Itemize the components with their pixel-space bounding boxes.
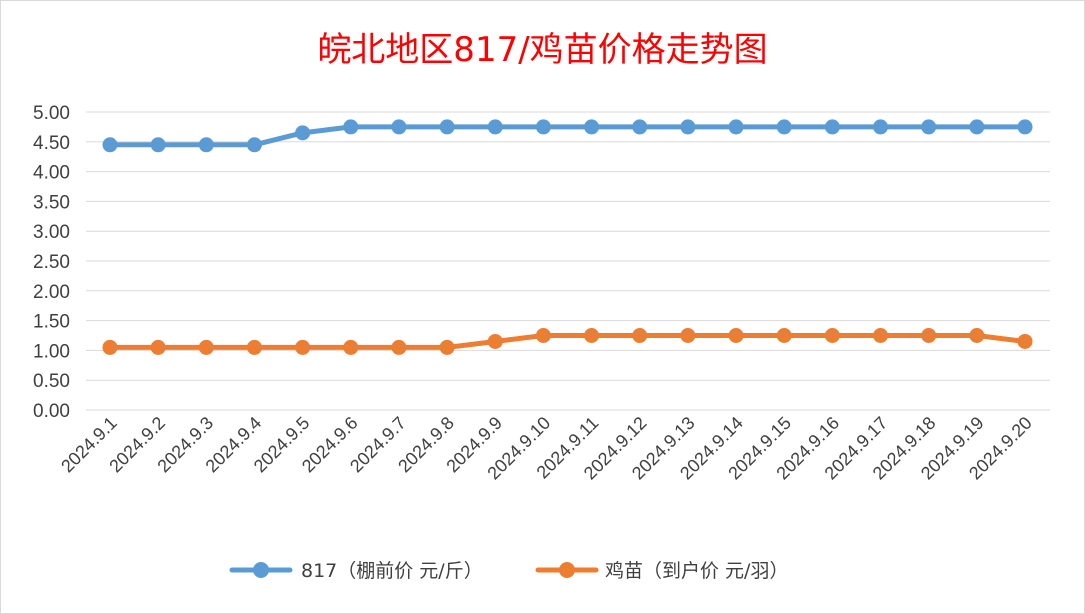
data-point: [246, 339, 262, 355]
data-point: [487, 119, 503, 135]
data-point: [728, 328, 744, 343]
data-point: [102, 137, 118, 153]
legend-marker-1: [253, 562, 269, 578]
y-tick-label: 5.00: [33, 103, 70, 124]
data-point: [295, 125, 311, 141]
y-tick-label: 0.00: [33, 401, 70, 422]
series-line-1: [107, 124, 1028, 148]
y-tick-label: 0.50: [33, 371, 70, 392]
legend-label-1: 817（棚前价 元/斤）: [301, 560, 483, 582]
y-tick-label: 4.00: [33, 163, 70, 184]
data-point: [439, 339, 455, 355]
data-point: [921, 119, 937, 135]
data-point: [150, 137, 166, 153]
data-point: [584, 119, 600, 135]
data-point: [680, 119, 696, 135]
data-point: [776, 119, 792, 135]
legend-marker-2: [559, 562, 575, 578]
data-point: [873, 328, 889, 343]
data-point: [391, 339, 407, 355]
data-point: [343, 339, 359, 355]
y-tick-label: 2.50: [33, 252, 70, 273]
data-point: [969, 119, 985, 135]
data-point: [824, 119, 840, 135]
data-point: [873, 119, 889, 135]
data-point: [680, 328, 696, 343]
data-point: [584, 328, 600, 343]
data-point: [728, 119, 744, 135]
series-line-2: [107, 333, 1028, 350]
y-tick-label: 3.00: [33, 222, 70, 243]
data-point: [632, 119, 648, 135]
y-tick-label: 2.00: [33, 282, 70, 303]
y-tick-label: 3.50: [33, 192, 70, 213]
data-point: [150, 339, 166, 355]
data-point: [824, 328, 840, 343]
data-point: [391, 119, 407, 135]
data-point: [198, 339, 214, 355]
data-point: [246, 137, 262, 153]
data-point: [295, 339, 311, 355]
data-point: [102, 339, 118, 355]
y-tick-label: 1.50: [33, 312, 70, 333]
data-point: [1017, 119, 1033, 135]
data-point: [1017, 333, 1033, 349]
data-point: [632, 328, 648, 343]
data-point: [969, 328, 985, 343]
data-point: [439, 119, 455, 135]
data-point: [535, 119, 551, 135]
data-point: [776, 328, 792, 343]
data-point: [535, 328, 551, 343]
legend-label-2: 鸡苗（到户价 元/羽）: [605, 560, 788, 582]
data-point: [921, 328, 937, 343]
data-point: [198, 137, 214, 153]
chart-title: 皖北地区817/鸡苗价格走势图: [317, 30, 768, 70]
y-tick-label: 1.00: [33, 341, 70, 362]
data-point: [343, 119, 359, 135]
data-point: [487, 333, 503, 349]
y-tick-label: 4.50: [33, 133, 70, 154]
